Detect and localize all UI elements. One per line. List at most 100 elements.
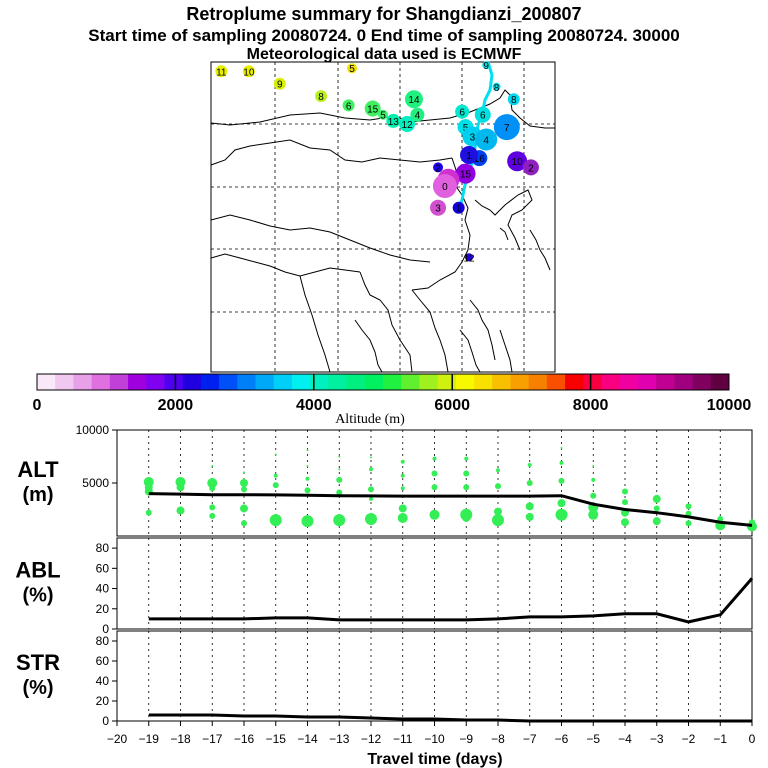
marker-dot [522, 159, 539, 176]
colorbar-tick-label: 4000 [296, 397, 332, 414]
x-tick-label: −9 [459, 732, 473, 746]
colorbar-segment [164, 374, 184, 390]
x-tick-label: −19 [139, 732, 160, 746]
marker-label: 12 [402, 120, 414, 131]
altitude-dot [336, 489, 343, 496]
map-marker: 8 [507, 93, 520, 106]
altitude-dot [243, 471, 245, 474]
altitude-dot [525, 512, 534, 521]
altitude-dot [492, 514, 504, 527]
altitude-dot [176, 483, 185, 492]
marker-label: 4 [483, 136, 489, 147]
altitude-dot [273, 473, 278, 478]
colorbar-tick-label: 6000 [434, 397, 470, 414]
map-marker: 2 [433, 162, 444, 174]
altitude-dot [558, 477, 565, 484]
map-marker: 15 [364, 100, 381, 117]
y-tick-label: 5000 [82, 476, 109, 490]
marker-dot [410, 107, 425, 122]
marker-dot [452, 201, 465, 214]
colorbar-segment [91, 374, 111, 390]
map-marker: 8 [492, 82, 501, 94]
altitude-dot [494, 507, 502, 516]
x-tick-label: −10 [424, 732, 445, 746]
map-marker: 10 [507, 151, 528, 172]
marker-label: 15 [367, 105, 379, 116]
altitude-dot [527, 462, 532, 467]
marker-label: 5 [463, 123, 469, 134]
altitude-dot [464, 456, 469, 461]
y-tick-label: 10000 [76, 423, 110, 437]
x-tick-label: −6 [555, 732, 569, 746]
series-line [148, 492, 753, 527]
marker-label: 8 [511, 95, 517, 106]
marker-dot [482, 61, 491, 70]
marker-label: 3 [470, 132, 476, 143]
map-marker: 9 [482, 61, 491, 72]
marker-label: 3 [435, 204, 441, 215]
colorbar-segment [200, 374, 220, 390]
colorbar-segment [546, 374, 566, 390]
colorbar-tick-label: 2000 [158, 397, 194, 414]
altitude-dot [652, 517, 661, 526]
marker-dot [493, 114, 520, 141]
y-tick-label: 40 [96, 674, 110, 688]
colorbar-segment [73, 374, 93, 390]
altitude-dot [592, 465, 595, 468]
marker-dot [507, 93, 520, 106]
marker-label: 0 [442, 182, 448, 193]
marker-dot [507, 151, 528, 172]
marker-label: 14 [408, 95, 420, 106]
marker-dot [347, 63, 358, 74]
y-tick-label: 20 [96, 694, 110, 708]
marker-label: 9 [277, 80, 283, 91]
colorbar-segment [601, 374, 621, 390]
altitude-dot [240, 479, 248, 487]
series-line [148, 713, 752, 723]
colorbar-segment [565, 374, 584, 390]
colorbar-segment [619, 374, 639, 390]
map-marker: 9 [273, 77, 286, 91]
colorbar-segment [419, 374, 439, 390]
altitude-dot [145, 509, 152, 516]
x-tick-label: −7 [523, 732, 537, 746]
altitude-dot [397, 512, 408, 523]
colorbar-segment [255, 374, 275, 390]
colorbar-segment [128, 374, 147, 390]
colorbar-segment [710, 374, 730, 390]
altitude-dot [431, 470, 438, 477]
altitude-dot [301, 515, 314, 528]
marker-dot [455, 104, 470, 119]
altitude-dot [685, 503, 692, 510]
altitude-dot [176, 506, 185, 515]
marker-label: 6 [459, 108, 465, 119]
altitude-dot [429, 509, 440, 520]
map-frame [210, 61, 556, 373]
met-data-note: Meteorological data used is ECMWF [246, 46, 522, 63]
altitude-dot [211, 465, 214, 468]
colorbar-segment [182, 374, 202, 390]
marker-label: 10 [243, 67, 255, 78]
colorbar-segment [37, 374, 56, 390]
altitude-dot [559, 460, 564, 465]
panel-ylabel-unit: (%) [22, 677, 53, 699]
marker-dot [475, 128, 498, 151]
marker-dot [386, 113, 401, 128]
altitude-dot [588, 509, 599, 520]
marker-label: 8 [494, 83, 500, 94]
colorbar-segment [109, 374, 129, 390]
marker-dot [273, 77, 286, 90]
altitude-dot [338, 455, 341, 458]
map-marker: 13 [386, 113, 401, 128]
altitude-dot [432, 456, 437, 461]
marker-dot [364, 100, 381, 117]
colorbar-segment [637, 374, 657, 390]
y-tick-label: 80 [96, 541, 110, 555]
altitude-dot [336, 476, 343, 483]
marker-dot [465, 253, 473, 262]
colorbar-tick-label: 8000 [573, 397, 609, 414]
altitude-dot [463, 470, 470, 477]
map-marker: 6 [455, 104, 470, 119]
altitude-dot [400, 459, 405, 464]
altitude-dot [209, 504, 216, 511]
